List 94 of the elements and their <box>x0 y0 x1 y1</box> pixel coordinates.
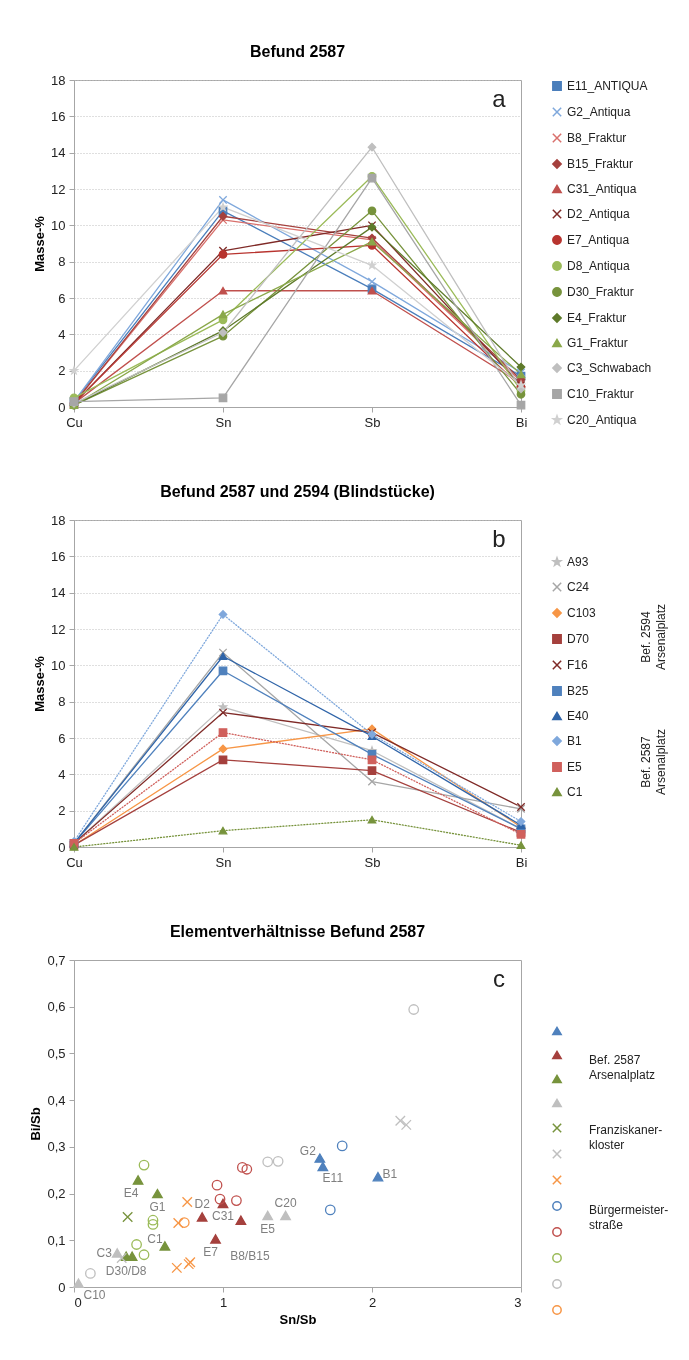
y-tick-label: 14 <box>51 145 66 161</box>
y-tick-label: 2 <box>58 363 66 379</box>
text: Bef. 2587 Arsenalplatz <box>589 1053 656 1082</box>
x-axis-title: Sn/Sb <box>279 1311 317 1327</box>
y-tick-label: 10 <box>51 657 66 673</box>
legend-label: G1_Fraktur <box>567 336 628 350</box>
x-tick-label: Cu <box>66 854 83 870</box>
text: Bef. 2594 Arsenalplatz <box>639 603 668 671</box>
legend-label: A93 <box>567 555 589 569</box>
x-tick-label: 1 <box>219 1294 228 1310</box>
legend-label: C24 <box>567 580 590 594</box>
legend-label: E7_Antiqua <box>567 233 630 247</box>
legend-label: F16 <box>567 658 588 672</box>
y-axis-title: Masse-% <box>32 655 48 712</box>
annotation: C10 <box>83 1288 106 1303</box>
x-tick-label: Sn <box>215 414 232 430</box>
chart-title: Befund 2587 und 2594 (Blindstücke) <box>160 483 435 500</box>
annotation: E4 <box>123 1186 139 1201</box>
legend-label: C3_Schwabach <box>567 361 652 375</box>
text: Bef. 2587 Arsenalplatz <box>639 728 668 796</box>
legend-label: C31_Antiqua <box>567 182 637 196</box>
chart-title: Befund 2587 <box>249 43 346 60</box>
legend-label: D70 <box>567 632 590 646</box>
y-axis-title: Bi/Sb <box>28 1107 44 1141</box>
legend-label: C20_Antiqua <box>567 413 637 427</box>
annotation: B1 <box>382 1166 398 1181</box>
y-tick-label: 16 <box>51 108 66 124</box>
y-tick-label: 0,7 <box>47 952 66 968</box>
y-tick-label: 0,2 <box>47 1186 66 1202</box>
legend-label: B25 <box>567 684 589 698</box>
legend-label: D2_Antiqua <box>567 207 631 221</box>
legend-label: D8_Antiqua <box>567 259 631 273</box>
annotation: E11 <box>322 1171 344 1186</box>
y-tick-label: 4 <box>58 766 66 782</box>
x-tick-label: Bi <box>515 854 528 870</box>
y-tick-label: 14 <box>51 585 66 601</box>
annotation: C3 <box>96 1245 113 1260</box>
legend-label: E11_ANTIQUA <box>567 79 648 93</box>
annotation: C1 <box>147 1231 163 1246</box>
text: Franziskaner- kloster <box>589 1123 663 1152</box>
legend-label: C103 <box>567 606 597 620</box>
legend-label: E40 <box>567 709 589 723</box>
x-tick-label: Sn <box>215 854 232 870</box>
annotation: E7 <box>203 1244 219 1259</box>
legend-label: B15_Fraktur <box>567 157 634 171</box>
x-tick-label: 3 <box>514 1294 522 1310</box>
y-tick-label: 6 <box>58 730 66 746</box>
x-tick-label: 2 <box>368 1294 377 1310</box>
annotation: C31 <box>211 1209 235 1224</box>
chart-title: Elementverhältnisse Befund 2587 <box>169 923 426 940</box>
legend-label: B1 <box>567 734 582 748</box>
annotation: G2 <box>299 1144 317 1159</box>
y-tick-label: 0 <box>58 1279 66 1295</box>
annotation: E5 <box>260 1221 276 1236</box>
legend-label: B8_Fraktur <box>567 131 627 145</box>
annotation: a <box>492 85 507 112</box>
y-tick-label: 2 <box>58 803 66 819</box>
legend-label: G2_Antiqua <box>567 105 631 119</box>
annotation: C20 <box>274 1195 297 1210</box>
y-tick-label: 8 <box>58 254 66 270</box>
x-tick-label: Sb <box>364 414 381 430</box>
y-tick-label: 8 <box>58 694 66 710</box>
annotation: D30/D8 <box>105 1264 147 1279</box>
annotation: D2 <box>194 1196 211 1211</box>
legend-label: C10_Fraktur <box>567 387 634 401</box>
annotation: B8/B15 <box>230 1249 270 1264</box>
y-tick-label: 0,3 <box>47 1139 66 1155</box>
y-tick-label: 0,6 <box>47 999 66 1015</box>
x-tick-label: Bi <box>515 414 528 430</box>
x-tick-label: Cu <box>66 414 83 430</box>
y-tick-label: 0,1 <box>47 1232 66 1248</box>
legend-label: D30_Fraktur <box>567 285 634 299</box>
x-tick-label: Sb <box>364 854 381 870</box>
y-tick-label: 16 <box>51 548 66 564</box>
y-tick-label: 0,5 <box>47 1045 66 1061</box>
y-tick-label: 10 <box>51 217 66 233</box>
annotation: b <box>492 525 506 552</box>
annotation: c <box>493 965 505 992</box>
y-tick-label: 18 <box>51 72 66 88</box>
legend-label: E5 <box>567 760 582 774</box>
y-tick-label: 18 <box>51 512 66 528</box>
y-tick-label: 12 <box>51 621 66 637</box>
y-tick-label: 0,4 <box>47 1092 66 1108</box>
y-tick-label: 4 <box>58 326 66 342</box>
y-tick-label: 0 <box>58 399 66 415</box>
y-tick-label: 12 <box>51 181 66 197</box>
y-tick-label: 6 <box>58 290 66 306</box>
y-tick-label: 0 <box>58 839 66 855</box>
annotation: G1 <box>149 1199 166 1214</box>
y-axis-title: Masse-% <box>32 215 48 272</box>
text: Bürgermeister- straße <box>589 1203 669 1232</box>
legend-label: C1 <box>567 785 583 799</box>
legend-label: E4_Fraktur <box>567 311 627 325</box>
x-tick-label: 0 <box>74 1294 82 1310</box>
